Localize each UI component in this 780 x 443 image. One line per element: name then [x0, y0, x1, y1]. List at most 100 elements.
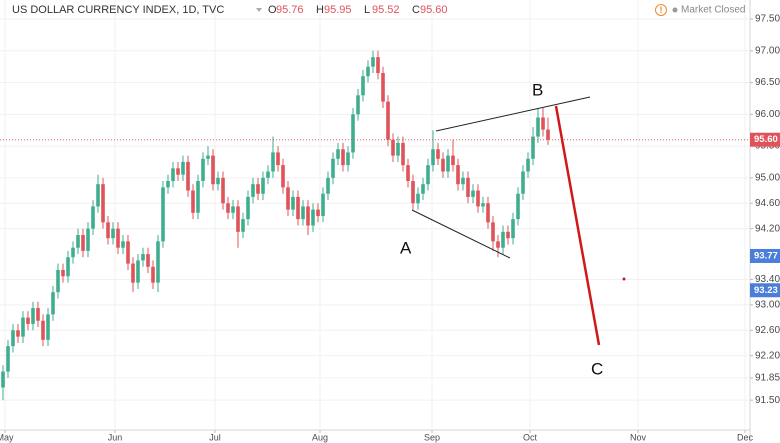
y-tick-label: 91.85 — [755, 373, 780, 384]
candle-body — [311, 209, 315, 226]
y-tick-label: 92.60 — [755, 325, 780, 336]
x-tick-label: Aug — [312, 432, 328, 442]
candle-body — [331, 158, 335, 178]
candle-body — [1, 371, 5, 388]
candle-body — [401, 142, 405, 166]
candle-body — [66, 257, 70, 277]
candle-body — [451, 155, 455, 166]
alert-icon[interactable] — [655, 4, 667, 16]
candle-body — [471, 190, 475, 197]
y-tick-label: 94.20 — [755, 223, 780, 234]
dropdown-icon[interactable] — [256, 8, 262, 12]
candle-body — [231, 206, 235, 213]
candle-body — [301, 206, 305, 220]
candle-body — [166, 181, 170, 188]
candle-body — [376, 57, 380, 74]
candle-body — [446, 155, 450, 172]
candle-body — [236, 206, 240, 232]
candle-body — [491, 222, 495, 242]
candle-body — [361, 76, 365, 96]
price-label: 93.77 — [754, 250, 778, 261]
status-dot — [672, 7, 678, 13]
candle-body — [181, 161, 185, 175]
candle-body — [271, 152, 275, 172]
legend-key: L — [364, 4, 370, 16]
candle-body — [476, 190, 480, 207]
candle-body — [506, 231, 510, 239]
candle-body — [441, 158, 445, 172]
x-tick-label: Oct — [523, 432, 538, 442]
x-tick-label: Dec — [737, 432, 754, 442]
candle-body — [146, 254, 150, 267]
candle-body — [101, 184, 105, 223]
candle-body — [86, 228, 90, 251]
candle-body — [466, 177, 470, 197]
y-tick-label: 94.60 — [755, 198, 780, 209]
candle-body — [436, 149, 440, 159]
candle-body — [61, 269, 65, 277]
market-status: Market Closed — [681, 5, 745, 16]
candle-body — [141, 254, 145, 261]
legend-value: 95.76 — [276, 4, 304, 16]
candle-body — [406, 165, 410, 182]
candle-body — [51, 292, 55, 315]
candle-body — [501, 231, 505, 248]
candle-body — [196, 181, 200, 213]
candle-body — [341, 149, 345, 166]
candle-body — [121, 241, 125, 248]
candle-body — [426, 165, 430, 185]
candle-body — [191, 190, 195, 213]
candle-body — [46, 314, 50, 340]
candle-body — [336, 149, 340, 159]
candle-body — [76, 235, 80, 248]
candle-body — [116, 228, 120, 248]
x-tick-label: Jul — [209, 432, 221, 442]
candle-body — [286, 187, 290, 210]
candle-body — [346, 152, 350, 166]
x-tick-label: Sep — [424, 432, 440, 442]
candle-body — [211, 155, 215, 185]
candle-body — [226, 203, 230, 213]
candle-body — [366, 66, 370, 77]
candle-body — [511, 219, 515, 239]
candle-body — [391, 139, 395, 156]
candle-body — [136, 260, 140, 283]
y-tick-label: 91.50 — [755, 395, 780, 406]
legend-key: O — [268, 4, 277, 16]
candle-body — [546, 129, 550, 140]
candle-body — [156, 241, 160, 283]
y-tick-label: 93.40 — [755, 274, 780, 285]
candle-body — [266, 171, 270, 178]
candle-body — [321, 193, 325, 216]
y-tick-label: 97.00 — [755, 45, 780, 56]
y-tick-label: 96.00 — [755, 109, 780, 120]
candle-body — [31, 308, 35, 324]
candle-body — [176, 168, 180, 175]
candle-body — [241, 219, 245, 232]
x-tick-label: May — [0, 432, 14, 442]
candle-body — [351, 114, 355, 153]
candle-body — [41, 320, 45, 340]
candle-body — [21, 317, 25, 337]
candle-body — [526, 158, 530, 172]
candle-body — [206, 155, 210, 159]
candle-body — [516, 193, 520, 220]
y-tick-label: 97.50 — [755, 14, 780, 25]
candle-body — [461, 177, 465, 185]
annotation-label: B — [532, 80, 543, 99]
candle-body — [161, 187, 165, 242]
price-label-box — [750, 248, 780, 263]
candle-body — [16, 330, 20, 337]
candle-body — [521, 171, 525, 194]
candle-body — [326, 177, 330, 194]
price-label: 95.60 — [754, 134, 778, 145]
legend-value: 95.60 — [420, 4, 448, 16]
plot-area — [0, 0, 750, 430]
ohlc-legend: O 95.76 H 95.95 L 95.52 C 95.60 — [268, 4, 448, 16]
legend-key: C — [412, 4, 420, 16]
candle-body — [396, 142, 400, 156]
candle-body — [486, 203, 490, 223]
y-tick-label: 93.00 — [755, 300, 780, 311]
